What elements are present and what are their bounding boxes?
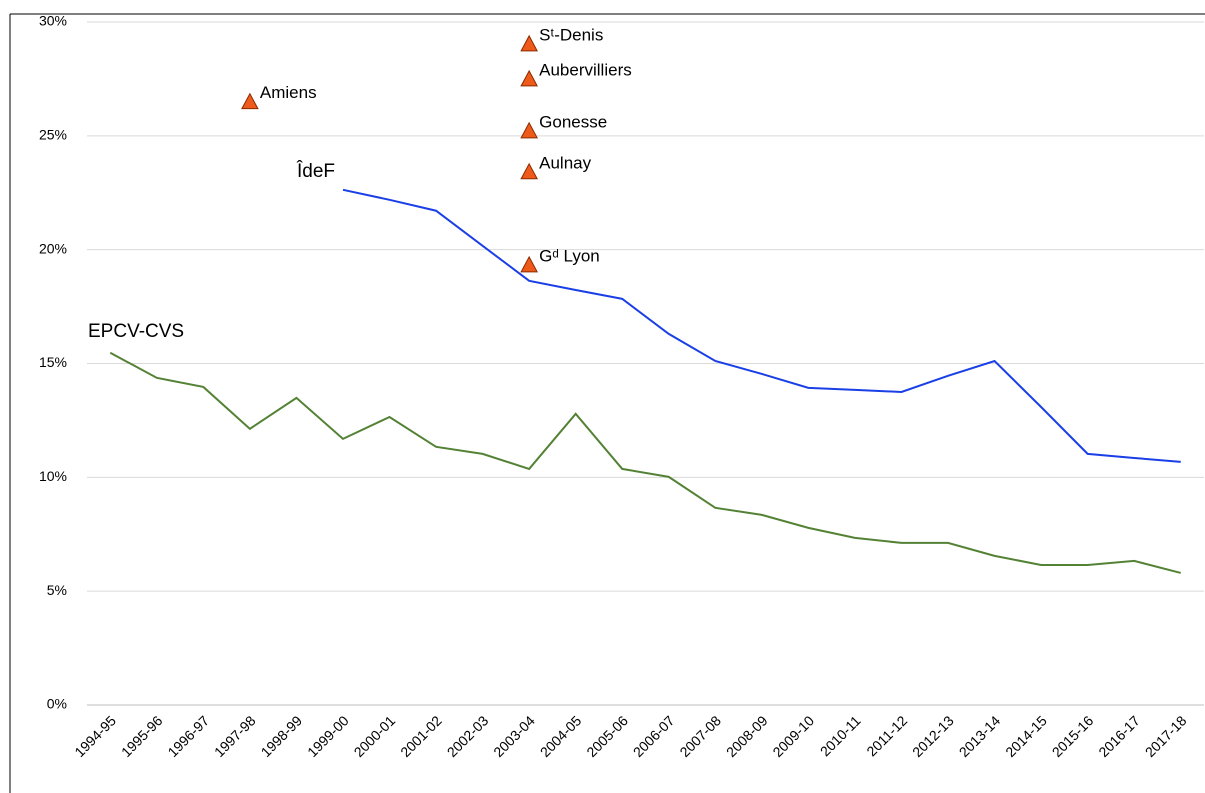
x-tick-label: 2006-07 (630, 712, 678, 760)
x-tick-label: 2003-04 (490, 712, 538, 760)
point-marker (520, 255, 538, 273)
x-tick-label: 1994-95 (71, 712, 119, 760)
x-tick-label: 1999-00 (304, 712, 352, 760)
x-tick-label: 1998-99 (258, 712, 306, 760)
x-tick-label: 2000-01 (351, 712, 399, 760)
y-tick-label: 15% (39, 354, 67, 370)
point-label: Gᵈ Lyon (539, 246, 600, 265)
x-tick-label: 2013-14 (956, 712, 1004, 760)
y-tick-label: 25% (39, 127, 67, 143)
point-label: Sᵗ-Denis (539, 25, 603, 44)
x-tick-label: 2015-16 (1049, 712, 1097, 760)
point-marker (520, 69, 538, 87)
y-tick-label: 5% (47, 582, 67, 598)
x-tick-label: 2001-02 (397, 712, 445, 760)
x-tick-label: 2010-11 (817, 712, 864, 759)
point-label: Gonesse (539, 112, 607, 131)
x-tick-label: 1995-96 (118, 712, 166, 760)
x-tick-label: 2008-09 (723, 712, 771, 760)
point-marker (520, 121, 538, 139)
y-tick-label: 10% (39, 468, 67, 484)
point-label: Amiens (260, 83, 317, 102)
point-label: Aulnay (539, 153, 591, 172)
x-tick-label: 2009-10 (769, 712, 817, 760)
x-tick-label: 2007-08 (676, 712, 724, 760)
point-marker (520, 34, 538, 52)
x-tick-label: 1997-98 (211, 712, 259, 760)
series-label: ÎdeF (296, 160, 335, 182)
x-tick-label: 2011-12 (863, 712, 910, 759)
y-tick-label: 0% (47, 696, 67, 712)
x-tick-label: 1996-97 (164, 712, 212, 760)
series-label: EPCV-CVS (88, 321, 184, 342)
series-line (109, 351, 1181, 574)
series-line (342, 188, 1181, 463)
y-tick-label: 20% (39, 240, 67, 256)
x-tick-label: 2004-05 (537, 712, 585, 760)
point-marker (241, 92, 259, 110)
x-tick-label: 2017-18 (1142, 712, 1190, 760)
y-tick-label: 30% (39, 13, 67, 29)
x-tick-label: 2002-03 (444, 712, 492, 760)
point-label: Aubervilliers (539, 60, 632, 79)
x-tick-label: 2005-06 (583, 712, 631, 760)
x-tick-label: 2012-13 (909, 712, 957, 760)
point-marker (520, 162, 538, 180)
x-tick-label: 2016-17 (1095, 712, 1143, 760)
x-tick-label: 2014-15 (1002, 712, 1050, 760)
